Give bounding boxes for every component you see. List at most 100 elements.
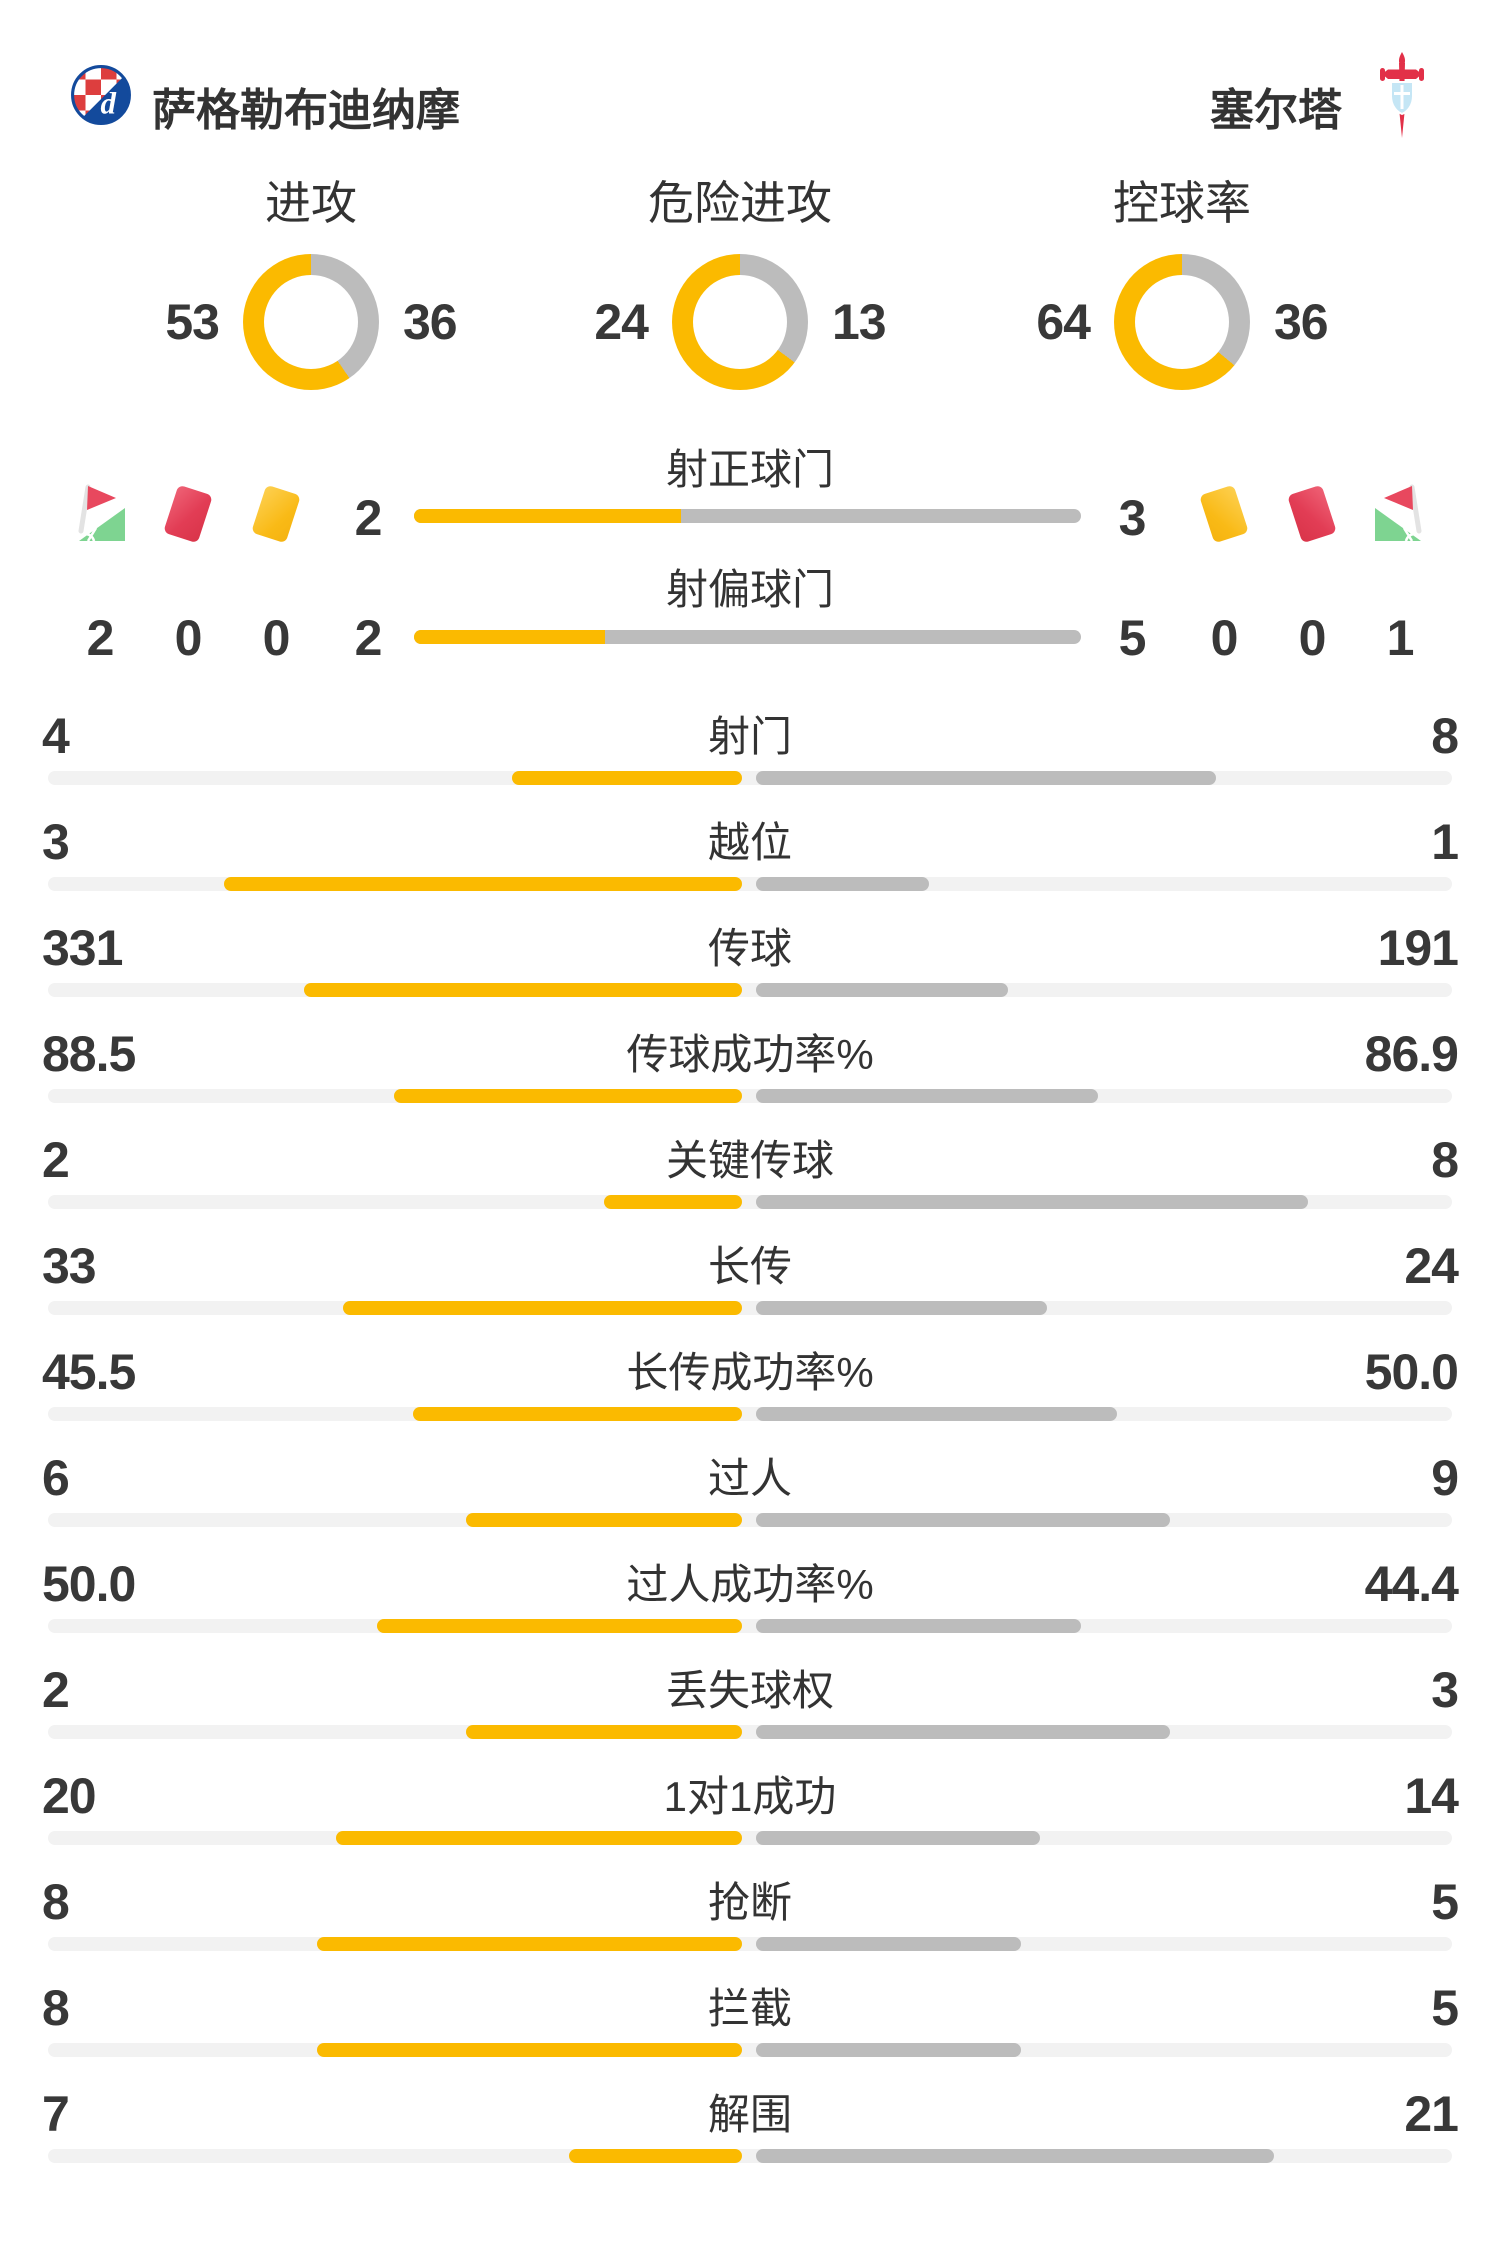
stat-bar-track	[48, 1725, 1452, 1739]
stat-away-value: 86.9	[1364, 1026, 1459, 1082]
stat-row: 50.0 过人成功率% 44.4	[0, 1558, 1500, 1648]
donut-home-value: 24	[594, 294, 649, 350]
stat-home-bar	[317, 1937, 742, 1951]
shots-off-target-label: 射偏球门	[665, 566, 834, 613]
stat-away-bar	[756, 771, 1216, 785]
stat-home-value: 45.5	[42, 1344, 136, 1400]
donut-group: 危险进攻 24 13	[500, 174, 980, 390]
home-yellow-card-count: 0	[262, 610, 291, 666]
yellow-card-icon	[1180, 482, 1268, 546]
stat-home-value: 8	[42, 1980, 70, 2036]
donut-group: 控球率 64 36	[942, 174, 1422, 390]
stat-label: 过人成功率%	[626, 1561, 874, 1608]
away-team-name: 塞尔塔	[1210, 86, 1342, 135]
away-corner-count: 1	[1386, 610, 1415, 666]
stat-bar-track	[48, 1513, 1452, 1527]
stat-row: 45.5 长传成功率% 50.0	[0, 1346, 1500, 1436]
stat-home-value: 4	[42, 708, 70, 764]
stat-away-value: 9	[1431, 1450, 1459, 1506]
stat-row: 8 抢断 5	[0, 1876, 1500, 1966]
stat-label: 拦截	[707, 1985, 792, 2032]
donut-ring	[1114, 254, 1250, 390]
stat-away-value: 8	[1431, 708, 1459, 764]
stat-home-value: 2	[42, 1662, 70, 1718]
shots-on-target-label: 射正球门	[665, 446, 834, 493]
stat-bar-track	[48, 1619, 1452, 1633]
stat-label: 1对1成功	[663, 1773, 837, 1820]
stat-home-bar	[336, 1831, 742, 1845]
shots-off-target-away-value: 5	[1118, 610, 1147, 666]
dinamo-zagreb-logo-icon: d	[70, 64, 132, 126]
stat-bar-track	[48, 2149, 1452, 2163]
away-discipline-icons	[1180, 482, 1444, 546]
stat-away-value: 14	[1404, 1768, 1459, 1824]
stat-home-bar	[343, 1301, 742, 1315]
stat-bar-track	[48, 1937, 1452, 1951]
stat-home-value: 2	[42, 1132, 70, 1188]
stat-away-bar	[756, 877, 929, 891]
stat-home-bar	[317, 2043, 742, 2057]
stat-label: 长传成功率%	[626, 1349, 874, 1396]
donut-ring	[672, 254, 808, 390]
stat-bar-track	[48, 1407, 1452, 1421]
stat-row: 2 丢失球权 3	[0, 1664, 1500, 1754]
donut-away-value: 36	[1274, 294, 1329, 350]
stat-home-bar	[394, 1089, 742, 1103]
home-discipline-counts: 2 0 0	[56, 609, 320, 667]
donut-home-value: 53	[165, 294, 220, 350]
stat-away-value: 50.0	[1364, 1344, 1459, 1400]
stat-home-value: 8	[42, 1874, 70, 1930]
stat-home-value: 331	[42, 920, 123, 976]
stat-bar-track	[48, 2043, 1452, 2057]
svg-text:d: d	[100, 86, 116, 121]
stat-label: 关键传球	[665, 1137, 834, 1184]
stat-label: 射门	[707, 713, 792, 760]
stat-away-value: 8	[1431, 1132, 1459, 1188]
stat-row: 20 1对1成功 14	[0, 1770, 1500, 1860]
stat-away-value: 191	[1377, 920, 1459, 976]
stat-away-value: 3	[1431, 1662, 1459, 1718]
yellow-card-icon	[232, 482, 320, 546]
stat-row: 4 射门 8	[0, 710, 1500, 800]
home-corner-count: 2	[86, 610, 115, 666]
stat-bar-track	[48, 983, 1452, 997]
stat-bar-track	[48, 1195, 1452, 1209]
donut-label: 控球率	[1113, 177, 1251, 229]
stat-away-bar	[756, 1619, 1081, 1633]
stat-row: 33 长传 24	[0, 1240, 1500, 1330]
stat-row: 331 传球 191	[0, 922, 1500, 1012]
stat-row: 2 关键传球 8	[0, 1134, 1500, 1224]
shots-on-target-bar	[414, 509, 1081, 523]
donut-away-value: 13	[832, 294, 887, 350]
stat-bar-track	[48, 771, 1452, 785]
donut-ring	[243, 254, 379, 390]
stat-home-bar	[604, 1195, 742, 1209]
stat-away-bar	[756, 1937, 1021, 1951]
stat-away-value: 44.4	[1364, 1556, 1459, 1612]
stat-row: 8 拦截 5	[0, 1982, 1500, 2072]
stat-label: 丢失球权	[665, 1667, 834, 1714]
away-red-card-count: 0	[1298, 610, 1327, 666]
stat-home-bar	[512, 771, 742, 785]
stat-bar-track	[48, 1301, 1452, 1315]
stat-away-bar	[756, 983, 1008, 997]
stat-away-value: 5	[1431, 1980, 1459, 2036]
stat-away-value: 5	[1431, 1874, 1459, 1930]
stat-away-bar	[756, 2043, 1021, 2057]
stat-row: 6 过人 9	[0, 1452, 1500, 1542]
shots-on-target-away-value: 3	[1118, 490, 1147, 546]
stat-away-bar	[756, 1089, 1098, 1103]
stat-home-bar	[413, 1407, 742, 1421]
stat-home-bar	[224, 877, 742, 891]
stat-away-bar	[756, 2149, 1274, 2163]
stat-row: 7 解围 21	[0, 2088, 1500, 2178]
donut-away-value: 36	[403, 294, 458, 350]
stat-label: 过人	[707, 1455, 792, 1502]
stat-row: 88.5 传球成功率% 86.9	[0, 1028, 1500, 1118]
stat-home-value: 6	[42, 1450, 70, 1506]
stat-away-bar	[756, 1725, 1170, 1739]
shots-on-target-home-value: 2	[354, 490, 383, 546]
celta-vigo-logo-icon	[1378, 52, 1426, 140]
stat-home-value: 3	[42, 814, 70, 870]
